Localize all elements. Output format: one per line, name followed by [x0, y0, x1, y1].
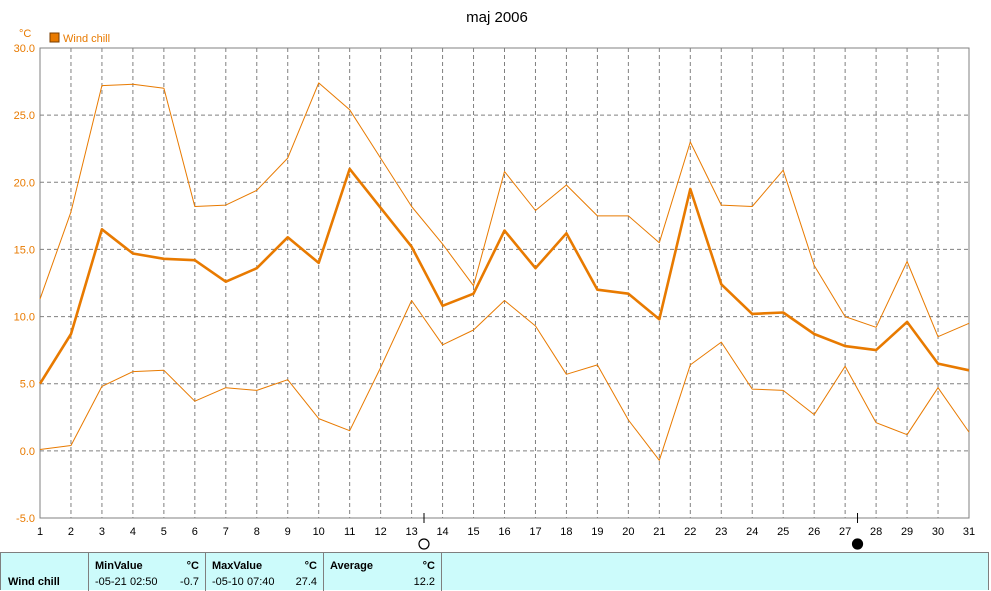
stats-min-cell: MinValue °C -05-21 02:50 -0.7 [89, 553, 206, 591]
y-tick-label: 0.0 [20, 446, 35, 458]
x-tick-label: 31 [963, 526, 975, 538]
x-tick-label: 30 [932, 526, 944, 538]
y-tick-label: 30.0 [14, 43, 35, 55]
series-lines [38, 82, 970, 461]
y-tick-label: 25.0 [14, 110, 35, 122]
stats-avg-unit: °C [422, 560, 435, 572]
y-tick-label: 10.0 [14, 312, 35, 324]
x-tick-label: 24 [746, 526, 758, 538]
full-moon-icon [418, 538, 430, 550]
x-tick-label: 17 [529, 526, 541, 538]
x-tick-label: 9 [285, 526, 291, 538]
series-line-min [39, 300, 970, 461]
x-tick-label: 6 [192, 526, 198, 538]
stats-avg-header: Average [330, 560, 374, 572]
series-line-average [38, 167, 970, 385]
x-tick-label: 10 [313, 526, 325, 538]
stats-row-label: Wind chill [8, 576, 60, 588]
grid [40, 48, 969, 518]
x-tick-labels: 1 2 3 4 5 6 7 8 9 10 11 12 13 14 15 16 17 18 19 20 21 22 23 24 2… [37, 526, 975, 538]
chart-title: maj 2006 [466, 9, 528, 26]
y-tick-label: -5.0 [16, 513, 35, 525]
y-tick-label: 5.0 [20, 379, 35, 391]
stats-table: Wind chill MinValue °C -05-21 02:50 -0.7… [0, 552, 989, 591]
legend-label: Wind chill [63, 33, 110, 45]
x-tick-label: 13 [405, 526, 417, 538]
stats-max-time: 07:40 [247, 576, 275, 588]
x-tick-label: 19 [591, 526, 603, 538]
stats-max-date: -05-10 [212, 576, 244, 588]
stats-avg-value: 12.2 [413, 576, 435, 588]
x-tick-label: 11 [344, 526, 355, 538]
stats-max-value: 27.4 [295, 576, 317, 588]
x-tick-label: 21 [653, 526, 665, 538]
x-tick-label: 27 [839, 526, 851, 538]
x-tick-label: 1 [37, 526, 43, 538]
x-tick-label: 29 [901, 526, 913, 538]
x-tick-label: 22 [684, 526, 696, 538]
stats-min-time: 02:50 [130, 576, 158, 588]
x-tick-label: 28 [870, 526, 882, 538]
stats-max-cell: MaxValue °C -05-10 07:40 27.4 [206, 553, 324, 591]
y-tick-label: 15.0 [14, 244, 35, 256]
new-moon-icon [851, 538, 864, 550]
x-tick-label: 2 [68, 526, 74, 538]
x-tick-label: 25 [777, 526, 789, 538]
legend-swatch [49, 32, 60, 43]
x-tick-label: 7 [223, 526, 229, 538]
y-tick-labels: -5.0 0.0 5.0 10.0 15.0 20.0 25.0 30.0 [14, 43, 35, 525]
stats-min-unit: °C [186, 560, 199, 572]
x-tick-label: 14 [436, 526, 448, 538]
stats-min-date: -05-21 [95, 576, 127, 588]
stats-avg-cell: Average °C 12.2 [324, 553, 442, 591]
chart: maj 2006 °C Wind chill -5.0 0.0 5.0 10.0 15.… [14, 9, 975, 550]
x-tick-label: 5 [161, 526, 167, 538]
x-tick-label: 4 [130, 526, 136, 538]
stats-max-header: MaxValue [212, 560, 263, 572]
x-tick-label: 20 [622, 526, 634, 538]
stats-max-unit: °C [304, 560, 317, 572]
x-tick-label: 8 [254, 526, 260, 538]
x-tick-label: 26 [808, 526, 820, 538]
x-tick-label: 3 [99, 526, 105, 538]
series-line-max [39, 82, 970, 338]
y-axis-unit: °C [19, 28, 31, 40]
x-tick-label: 15 [467, 526, 479, 538]
stats-min-header: MinValue [95, 560, 143, 572]
stats-row-label-cell: Wind chill [1, 553, 89, 591]
x-tick-label: 18 [560, 526, 572, 538]
moon-phases [418, 513, 864, 550]
stats-min-value: -0.7 [180, 576, 199, 588]
x-tick-label: 23 [715, 526, 727, 538]
y-tick-label: 20.0 [14, 177, 35, 189]
x-tick-label: 12 [375, 526, 387, 538]
x-tick-label: 16 [498, 526, 510, 538]
